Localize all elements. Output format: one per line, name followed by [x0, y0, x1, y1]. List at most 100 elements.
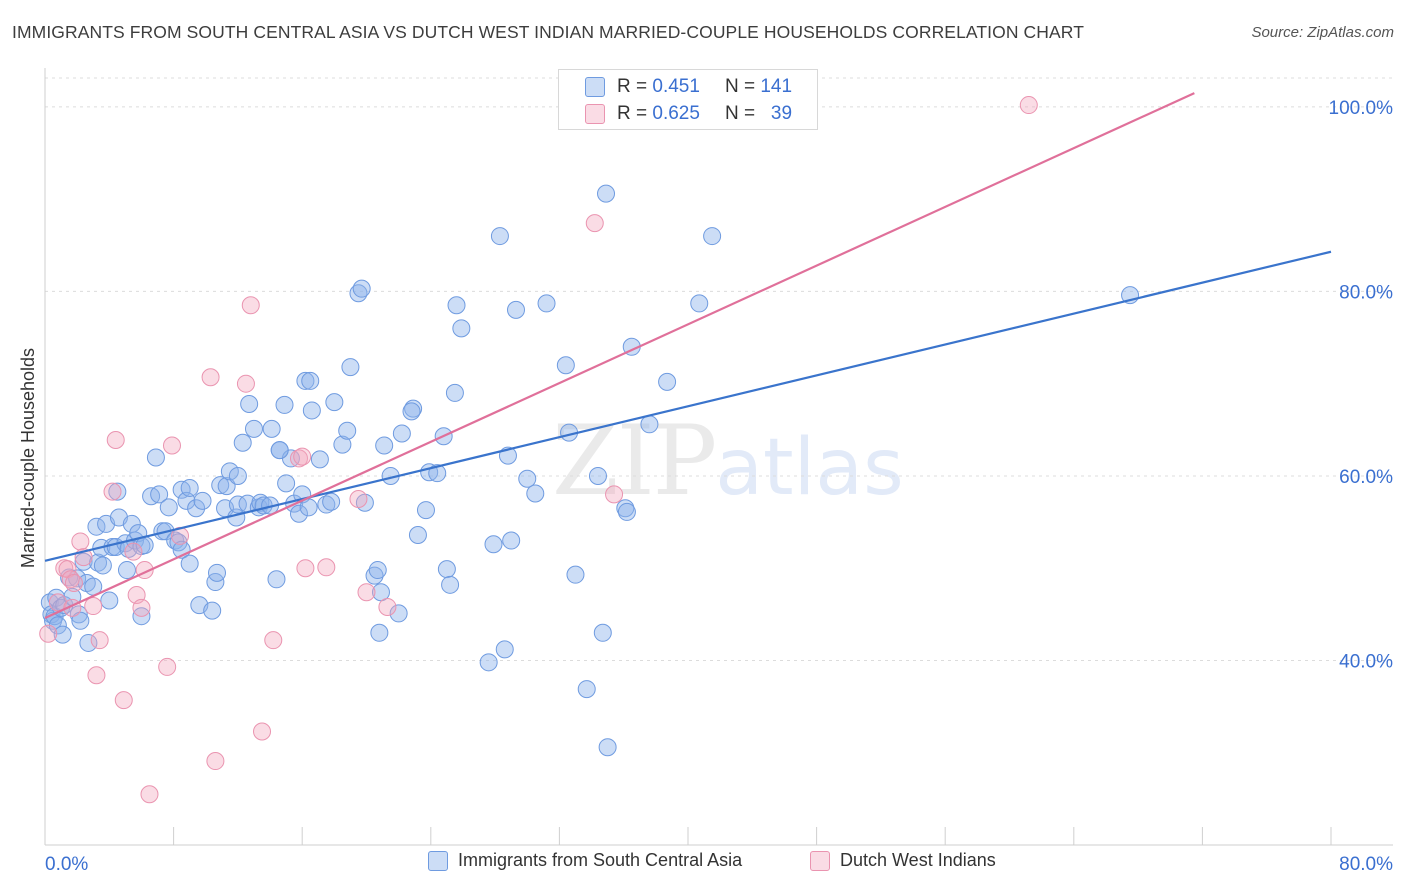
point-immigrants-south-central-asia	[368, 561, 387, 580]
point-dutch-west-indians	[289, 449, 308, 468]
point-immigrants-south-central-asia	[275, 395, 294, 414]
point-immigrants-south-central-asia	[301, 371, 320, 390]
point-immigrants-south-central-asia	[452, 319, 471, 338]
point-immigrants-south-central-asia	[502, 531, 521, 550]
stats-swatch-pink	[585, 104, 605, 124]
point-immigrants-south-central-asia	[180, 478, 199, 497]
y-tick-label: 100.0%	[1329, 98, 1394, 119]
watermark-atlas: atlas	[715, 423, 904, 513]
point-immigrants-south-central-asia	[703, 227, 722, 246]
point-immigrants-south-central-asia	[566, 565, 585, 584]
point-immigrants-south-central-asia	[71, 611, 90, 630]
legend-swatch-blue	[428, 850, 448, 871]
point-immigrants-south-central-asia	[556, 356, 575, 375]
point-immigrants-south-central-asia	[490, 227, 509, 246]
point-immigrants-south-central-asia	[302, 401, 321, 420]
point-immigrants-south-central-asia	[495, 640, 514, 659]
point-dutch-west-indians	[206, 752, 225, 771]
point-immigrants-south-central-asia	[640, 415, 659, 434]
point-immigrants-south-central-asia	[447, 296, 466, 315]
point-immigrants-south-central-asia	[206, 573, 225, 592]
stats-n-value: 141	[760, 76, 793, 97]
point-immigrants-south-central-asia	[79, 633, 98, 652]
point-dutch-west-indians	[357, 583, 376, 602]
point-immigrants-south-central-asia	[233, 433, 252, 452]
x-tick-label: 0.0%	[45, 854, 88, 875]
point-immigrants-south-central-asia	[193, 491, 212, 510]
point-immigrants-south-central-asia	[593, 623, 612, 642]
point-dutch-west-indians	[236, 374, 255, 393]
x-tick-label: 80.0%	[1339, 854, 1393, 875]
point-immigrants-south-central-asia	[365, 566, 384, 585]
point-immigrants-south-central-asia	[187, 499, 206, 518]
point-immigrants-south-central-asia	[228, 466, 247, 485]
point-immigrants-south-central-asia	[526, 484, 545, 503]
point-immigrants-south-central-asia	[341, 358, 360, 377]
point-immigrants-south-central-asia	[267, 570, 286, 589]
point-dutch-west-indians	[349, 490, 368, 509]
point-immigrants-south-central-asia	[208, 563, 227, 582]
stats-r-value: 0.451	[652, 76, 700, 97]
point-dutch-west-indians	[64, 573, 83, 592]
point-dutch-west-indians	[124, 542, 143, 561]
point-dutch-west-indians	[158, 657, 177, 676]
watermark-zip: ZIP	[552, 405, 717, 517]
point-immigrants-south-central-asia	[338, 421, 357, 440]
point-immigrants-south-central-asia	[370, 623, 389, 642]
source-credit: Source: ZipAtlas.com	[1251, 24, 1394, 41]
point-immigrants-south-central-asia	[389, 604, 408, 623]
point-immigrants-south-central-asia	[289, 504, 308, 523]
point-dutch-west-indians	[293, 447, 312, 466]
point-dutch-west-indians	[140, 785, 159, 804]
point-immigrants-south-central-asia	[428, 464, 447, 483]
point-immigrants-south-central-asia	[445, 383, 464, 402]
point-dutch-west-indians	[378, 597, 397, 616]
point-dutch-west-indians	[106, 430, 125, 449]
point-immigrants-south-central-asia	[617, 502, 636, 521]
point-immigrants-south-central-asia	[577, 680, 596, 699]
point-immigrants-south-central-asia	[518, 469, 537, 488]
point-immigrants-south-central-asia	[150, 485, 169, 504]
point-immigrants-south-central-asia	[100, 591, 119, 610]
point-immigrants-south-central-asia	[416, 501, 435, 520]
point-immigrants-south-central-asia	[74, 552, 93, 571]
point-immigrants-south-central-asia	[408, 526, 427, 544]
trend-line-immigrants-south-central-asia	[44, 250, 1332, 562]
point-immigrants-south-central-asia	[375, 436, 394, 455]
y-tick-label: 40.0%	[1339, 651, 1393, 672]
stats-r-label: R =	[617, 76, 648, 97]
y-axis-label: Married-couple Households	[18, 348, 38, 568]
point-immigrants-south-central-asia	[588, 466, 607, 485]
series-immigrants-south-central-asia	[40, 184, 1140, 757]
point-dutch-west-indians	[264, 631, 283, 650]
y-tick-label: 60.0%	[1339, 467, 1393, 488]
stats-n-label: N =	[724, 76, 756, 97]
legend: Immigrants from South Central Asia Dutch…	[0, 850, 1406, 880]
legend-label: Dutch West Indians	[840, 850, 996, 870]
point-immigrants-south-central-asia	[537, 294, 556, 313]
legend-item-pink[interactable]: Dutch West Indians	[810, 850, 996, 871]
point-immigrants-south-central-asia	[262, 419, 281, 438]
point-dutch-west-indians	[71, 532, 90, 551]
point-dutch-west-indians	[253, 722, 272, 741]
axes	[44, 68, 1393, 846]
point-dutch-west-indians	[317, 558, 336, 577]
point-immigrants-south-central-asia	[317, 495, 336, 514]
stats-box: R = 0.451 N = 141 R = 0.625 N = 39	[558, 69, 818, 130]
point-dutch-west-indians	[296, 559, 315, 578]
stats-swatch-blue	[585, 77, 605, 97]
point-immigrants-south-central-asia	[404, 399, 423, 418]
trend-lines	[44, 92, 1332, 620]
point-immigrants-south-central-asia	[69, 605, 88, 624]
point-immigrants-south-central-asia	[658, 372, 677, 391]
point-immigrants-south-central-asia	[217, 477, 236, 496]
point-dutch-west-indians	[87, 666, 106, 685]
stats-r-label: R =	[617, 103, 648, 124]
legend-label: Immigrants from South Central Asia	[458, 850, 743, 870]
point-immigrants-south-central-asia	[690, 294, 709, 313]
point-immigrants-south-central-asia	[211, 476, 230, 495]
legend-item-blue[interactable]: Immigrants from South Central Asia	[428, 850, 742, 871]
point-immigrants-south-central-asia	[392, 424, 411, 443]
point-immigrants-south-central-asia	[441, 575, 460, 594]
point-immigrants-south-central-asia	[159, 498, 178, 517]
